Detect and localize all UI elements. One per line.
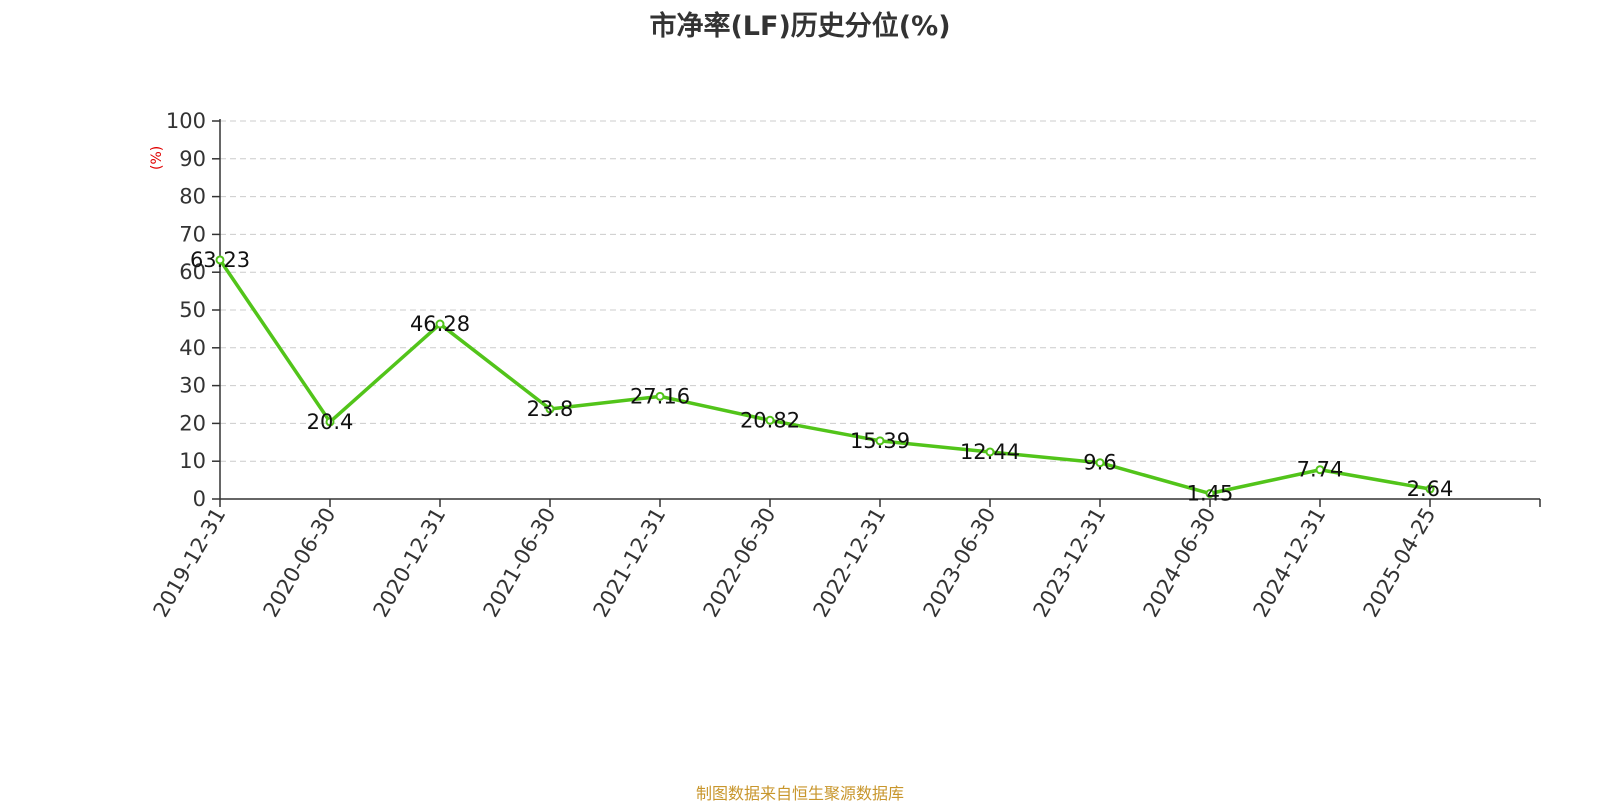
x-tick-label: 2025-04-25 — [1359, 504, 1441, 622]
x-tick-label: 2020-06-30 — [259, 504, 341, 622]
x-tick-label: 2024-12-31 — [1249, 504, 1331, 622]
data-point — [215, 255, 225, 265]
data-point — [655, 391, 665, 401]
data-label: 9.6 — [1083, 451, 1116, 475]
data-label: 12.44 — [960, 440, 1020, 464]
y-tick-label: 50 — [179, 298, 206, 322]
x-tick-label: 2021-12-31 — [589, 504, 671, 622]
data-point — [875, 436, 885, 446]
y-tick-label: 0 — [193, 487, 206, 511]
chart-title: 市净率(LF)历史分位(%) — [649, 11, 951, 42]
data-label: 2.64 — [1407, 477, 1454, 501]
y-tick-label: 100 — [166, 109, 206, 133]
x-tick-label: 2020-12-31 — [369, 504, 451, 622]
data-point — [985, 447, 995, 457]
x-tick-label: 2019-12-31 — [149, 504, 231, 622]
x-tick-label: 2022-12-31 — [809, 504, 891, 622]
data-point — [765, 415, 775, 425]
x-tick-label: 2021-06-30 — [479, 504, 561, 622]
data-point — [1095, 458, 1105, 468]
data-point — [325, 417, 335, 427]
data-label: 7.74 — [1297, 458, 1344, 482]
x-tick-label: 2023-12-31 — [1029, 504, 1111, 622]
y-tick-label: 20 — [179, 411, 206, 435]
data-point — [435, 319, 445, 329]
data-label: 46.28 — [410, 312, 470, 336]
y-tick-label: 40 — [179, 336, 206, 360]
data-label: 15.39 — [850, 429, 910, 453]
data-source-note: 制图数据来自恒生聚源数据库 — [695, 784, 904, 803]
data-label: 27.16 — [630, 384, 690, 408]
data-point — [545, 404, 555, 414]
series-line — [218, 259, 1431, 496]
y-tick-label: 60 — [179, 260, 206, 284]
data-label: 20.82 — [740, 408, 800, 432]
data-label: 20.4 — [307, 410, 354, 434]
data-label: 23.8 — [527, 397, 574, 421]
data-point — [1315, 465, 1325, 475]
x-tick-label: 2024-06-30 — [1139, 504, 1221, 622]
data-point — [1425, 484, 1435, 494]
data-label: 63.23 — [190, 248, 250, 272]
data-label: 1.45 — [1187, 482, 1234, 506]
y-tick-label: 30 — [179, 374, 206, 398]
data-point — [1205, 489, 1215, 499]
x-tick-label: 2022-06-30 — [699, 504, 781, 622]
y-tick-label: 90 — [179, 147, 206, 171]
y-tick-label: 10 — [179, 449, 206, 473]
x-tick-label: 2023-06-30 — [919, 504, 1001, 622]
y-tick-label: 70 — [179, 222, 206, 246]
y-tick-label: 80 — [179, 185, 206, 209]
